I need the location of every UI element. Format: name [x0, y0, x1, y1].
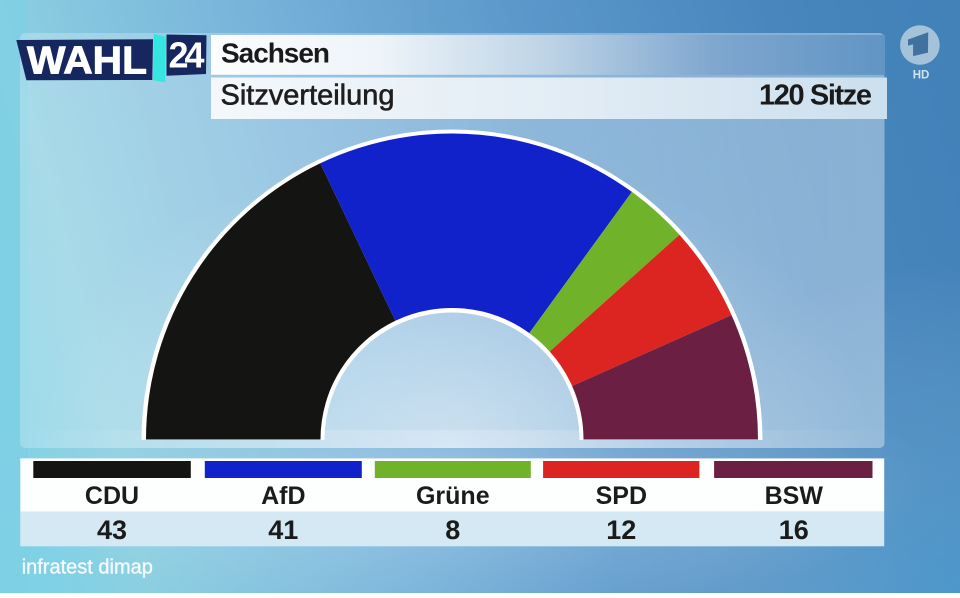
svg-text:Grüne: Grüne — [416, 482, 490, 510]
svg-text:SPD: SPD — [596, 482, 647, 510]
svg-text:43: 43 — [97, 515, 127, 545]
svg-text:8: 8 — [445, 515, 460, 545]
svg-text:120 Sitze: 120 Sitze — [759, 80, 872, 112]
svg-text:Sachsen: Sachsen — [221, 38, 330, 69]
svg-text:41: 41 — [268, 515, 298, 545]
svg-text:WAHL: WAHL — [27, 40, 147, 83]
svg-text:Sitzverteilung: Sitzverteilung — [221, 80, 395, 112]
svg-text:CDU: CDU — [85, 482, 139, 510]
svg-text:16: 16 — [779, 515, 809, 545]
svg-text:infratest dimap: infratest dimap — [22, 557, 153, 579]
svg-text:BSW: BSW — [765, 482, 824, 510]
svg-text:HD: HD — [913, 70, 930, 82]
svg-text:24: 24 — [169, 35, 205, 76]
svg-text:AfD: AfD — [261, 482, 305, 510]
svg-text:12: 12 — [606, 515, 636, 545]
